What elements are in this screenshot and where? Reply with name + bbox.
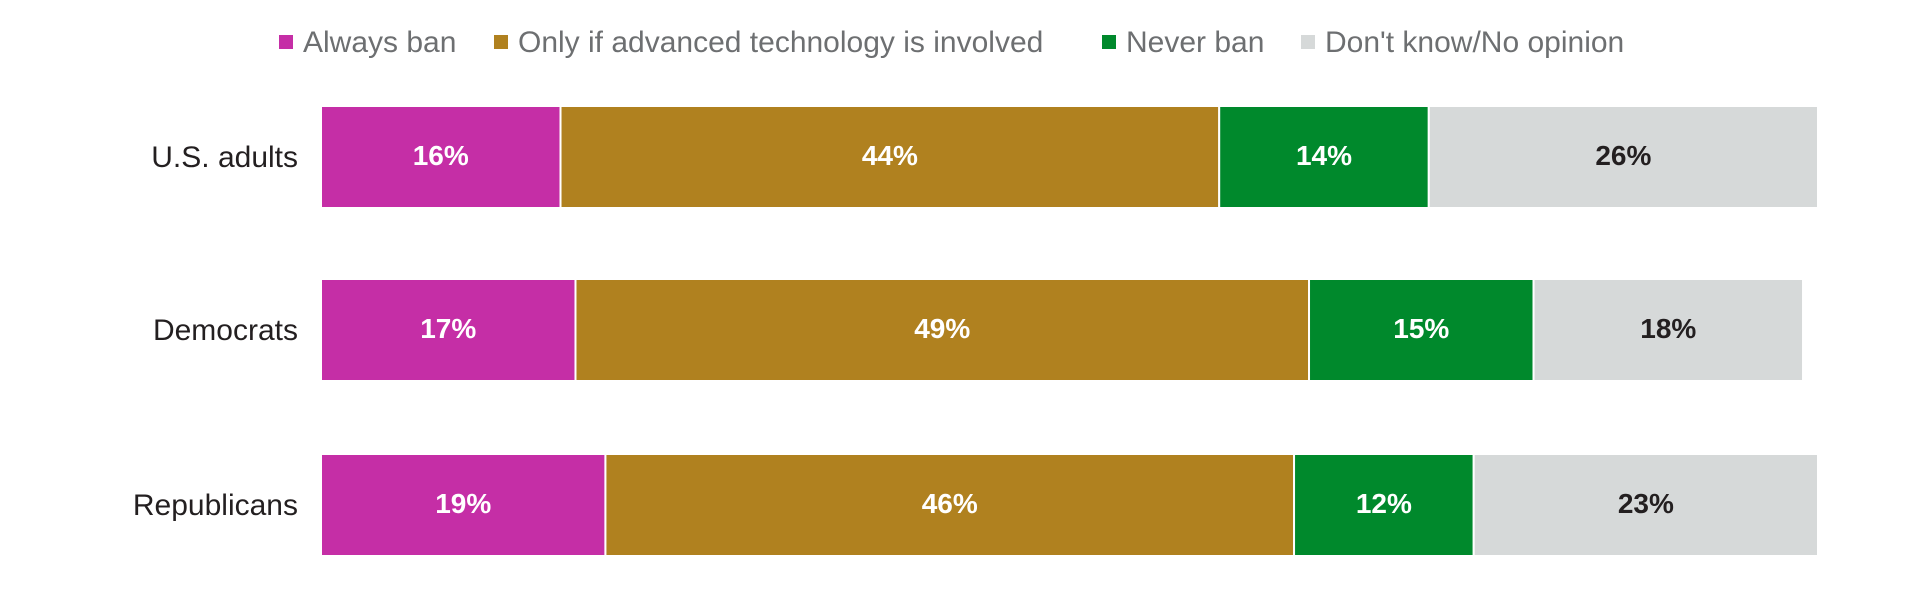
category-label-democrats: Democrats: [153, 314, 298, 347]
legend-label-don-t-know-no-opinion: Don't know/No opinion: [1325, 26, 1624, 59]
bar-segment-u-s-adults-only-if-advanced-technology-is-involved: [559, 105, 1221, 209]
data-labels: 16% 44% 14% 26% 17% 49% 15% 18% 19% 46% 12% 23%: [413, 140, 1697, 519]
legend-label-only-if-advanced-technology-is-involved: Only if advanced technology is involved: [518, 26, 1043, 59]
bar-segment-democrats-don-t-know-no-opinion: [1532, 278, 1805, 382]
data-label-democrats-only-if-advanced-technology-is-involved: 49%: [914, 313, 970, 344]
data-label-republicans-never-ban: 12%: [1356, 488, 1412, 519]
bar-segment-u-s-adults-don-t-know-no-opinion: [1427, 105, 1820, 209]
legend-label-always-ban: Always ban: [303, 26, 456, 59]
category-label-u-s-adults: U.S. adults: [151, 141, 298, 174]
category-label-republicans: Republicans: [133, 489, 298, 522]
legend-swatch-always-ban: [279, 35, 293, 49]
data-label-democrats-never-ban: 15%: [1393, 313, 1449, 344]
data-label-u-s-adults-don-t-know-no-opinion: 26%: [1595, 140, 1651, 171]
data-label-republicans-don-t-know-no-opinion: 23%: [1618, 488, 1674, 519]
bar-segment-democrats-never-ban: [1308, 278, 1535, 382]
data-label-u-s-adults-never-ban: 14%: [1296, 140, 1352, 171]
data-label-republicans-only-if-advanced-technology-is-involved: 46%: [922, 488, 978, 519]
bar-segment-republicans-only-if-advanced-technology-is-involved: [604, 453, 1296, 557]
chart-legend: Always ban Only if advanced technology is…: [279, 26, 1624, 59]
bar-segment-republicans-always-ban: [320, 453, 607, 557]
data-label-democrats-don-t-know-no-opinion: 18%: [1640, 313, 1696, 344]
legend-swatch-only-if-advanced-technology-is-involved: [494, 35, 508, 49]
data-label-u-s-adults-always-ban: 16%: [413, 140, 469, 171]
bar-segment-u-s-adults-always-ban: [320, 105, 562, 209]
data-label-u-s-adults-only-if-advanced-technology-is-involved: 44%: [862, 140, 918, 171]
bar-segment-u-s-adults-never-ban: [1218, 105, 1430, 209]
legend-label-never-ban: Never ban: [1126, 26, 1264, 59]
bar-segment-republicans-don-t-know-no-opinion: [1472, 453, 1819, 557]
bar-segment-democrats-only-if-advanced-technology-is-involved: [574, 278, 1311, 382]
data-label-republicans-always-ban: 19%: [435, 488, 491, 519]
category-axis-labels: U.S. adults Democrats Republicans: [133, 141, 298, 522]
bar-segment-democrats-always-ban: [320, 278, 577, 382]
legend-swatch-never-ban: [1102, 35, 1116, 49]
bar-segments: [320, 105, 1820, 557]
legend-swatch-don-t-know-no-opinion: [1301, 35, 1315, 49]
data-label-democrats-always-ban: 17%: [420, 313, 476, 344]
